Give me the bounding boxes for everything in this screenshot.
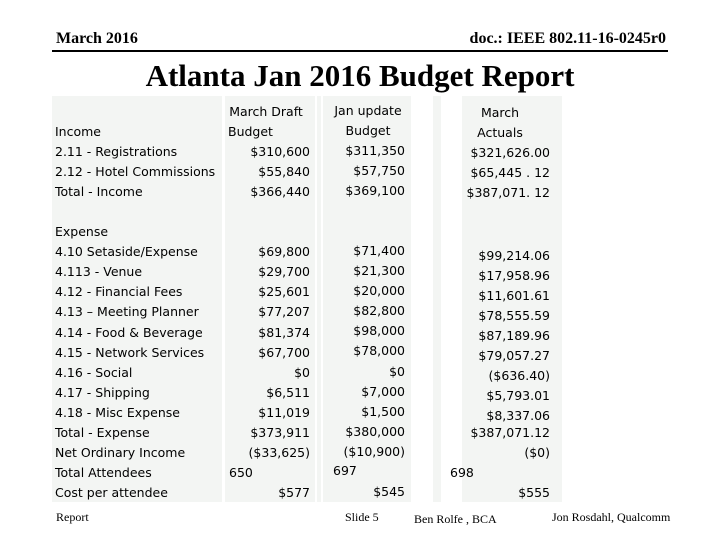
row-label: Net Ordinary Income — [55, 445, 186, 460]
description-column-bg — [52, 96, 222, 502]
footer-presenter: Ben Rolfe , BCA — [414, 512, 497, 526]
footer-label: Report — [56, 510, 89, 524]
jan-value: 697 — [333, 463, 357, 478]
jan-value: $98,000 — [353, 323, 405, 338]
jan-value: $380,000 — [345, 424, 405, 439]
row-label: 4.15 - Network Services — [55, 345, 205, 360]
draft-value: $25,601 — [258, 284, 310, 299]
mar-value: $65,445 . 12 — [470, 165, 550, 180]
row-label: 4.18 - Misc Expense — [55, 405, 180, 420]
draft-value: $373,911 — [250, 425, 310, 440]
mar-value: $17,958.96 — [478, 268, 550, 283]
mar-value: ($0) — [524, 445, 550, 460]
row-label: 4.16 - Social — [55, 365, 133, 380]
jan-value: $311,350 — [345, 143, 405, 158]
mar-value: $387,071. 12 — [466, 185, 551, 200]
jan-column-bg — [323, 96, 411, 502]
draft-value: $0 — [294, 365, 310, 380]
mar-value: $11,601.61 — [478, 288, 550, 303]
row-label: Total - Income — [55, 184, 143, 199]
jan-value: ($10,900) — [343, 444, 405, 459]
mar-value: $5,793.01 — [486, 388, 550, 403]
income-section-label: Income — [55, 124, 101, 139]
jan-value: $21,300 — [353, 263, 405, 278]
page-title: Atlanta Jan 2016 Budget Report — [145, 58, 575, 93]
row-label: 4.10 Setaside/Expense — [55, 244, 198, 259]
row-label: Cost per attendee — [55, 485, 168, 500]
jan-value: $0 — [389, 364, 405, 379]
draft-value: $6,511 — [266, 385, 310, 400]
draft-value: 650 — [229, 465, 253, 480]
mar-header-line2: Actuals — [477, 125, 523, 140]
jan-header-line2: Budget — [345, 123, 391, 138]
draft-value: $11,019 — [258, 405, 310, 420]
footer-slide-number: Slide 5 — [345, 510, 379, 524]
jan-value: $1,500 — [361, 404, 405, 419]
jan-value: $57,750 — [353, 163, 405, 178]
draft-value: ($33,625) — [248, 445, 310, 460]
draft-value: $577 — [278, 485, 310, 500]
mar-value: $87,189.96 — [478, 328, 550, 343]
column-divider — [433, 96, 441, 502]
mar-value: $321,626.00 — [470, 145, 550, 160]
footer-presenter: Jon Rosdahl, Qualcomm — [552, 510, 671, 524]
row-label: 4.113 - Venue — [55, 264, 143, 279]
mar-value: $555 — [518, 485, 550, 500]
jan-header-line1: Jan update — [334, 103, 402, 118]
row-label: 2.11 - Registrations — [55, 144, 178, 159]
row-label: 2.12 - Hotel Commissions — [55, 164, 216, 179]
mar-value: $78,555.59 — [478, 308, 550, 323]
expense-section-label: Expense — [55, 224, 109, 239]
jan-value: $545 — [373, 484, 405, 499]
mar-header-line1: March — [480, 105, 520, 120]
row-label: 4.17 - Shipping — [55, 385, 150, 400]
column-divider — [317, 96, 321, 502]
mar-column-bg — [462, 96, 562, 502]
jan-value: $369,100 — [345, 183, 405, 198]
draft-header-line1: March Draft — [229, 104, 303, 119]
header-rule — [52, 50, 668, 52]
mar-value: ($636.40) — [488, 368, 550, 383]
jan-value: $71,400 — [353, 243, 405, 258]
jan-value: $7,000 — [361, 384, 405, 399]
draft-value: $29,700 — [258, 264, 310, 279]
jan-value: $78,000 — [353, 343, 405, 358]
draft-value: $55,840 — [258, 164, 310, 179]
draft-value: $310,600 — [250, 144, 310, 159]
draft-value: $81,374 — [258, 325, 310, 340]
draft-value: $77,207 — [258, 304, 310, 319]
draft-header-line2: Budget — [228, 124, 273, 139]
row-label: Total Attendees — [55, 465, 152, 480]
draft-value: $366,440 — [250, 184, 310, 199]
draft-column-bg — [225, 96, 315, 502]
row-label: 4.12 - Financial Fees — [55, 284, 183, 299]
header-doc-id: doc.: IEEE 802.11-16-0245r0 — [469, 30, 666, 47]
row-label: 4.13 – Meeting Planner — [55, 304, 199, 319]
draft-value: $67,700 — [258, 345, 310, 360]
jan-value: $82,800 — [353, 303, 405, 318]
jan-value: $20,000 — [353, 283, 405, 298]
row-label: 4.14 - Food & Beverage — [55, 325, 203, 340]
mar-value: $8,337.06 — [486, 408, 550, 423]
mar-value: $79,057.27 — [478, 348, 550, 363]
mar-value: $387,071.12 — [470, 425, 550, 440]
draft-value: $69,800 — [258, 244, 310, 259]
header-date: March 2016 — [56, 30, 138, 47]
row-label: Total - Expense — [55, 425, 150, 440]
mar-value: 698 — [450, 465, 474, 480]
mar-value: $99,214.06 — [478, 248, 550, 263]
